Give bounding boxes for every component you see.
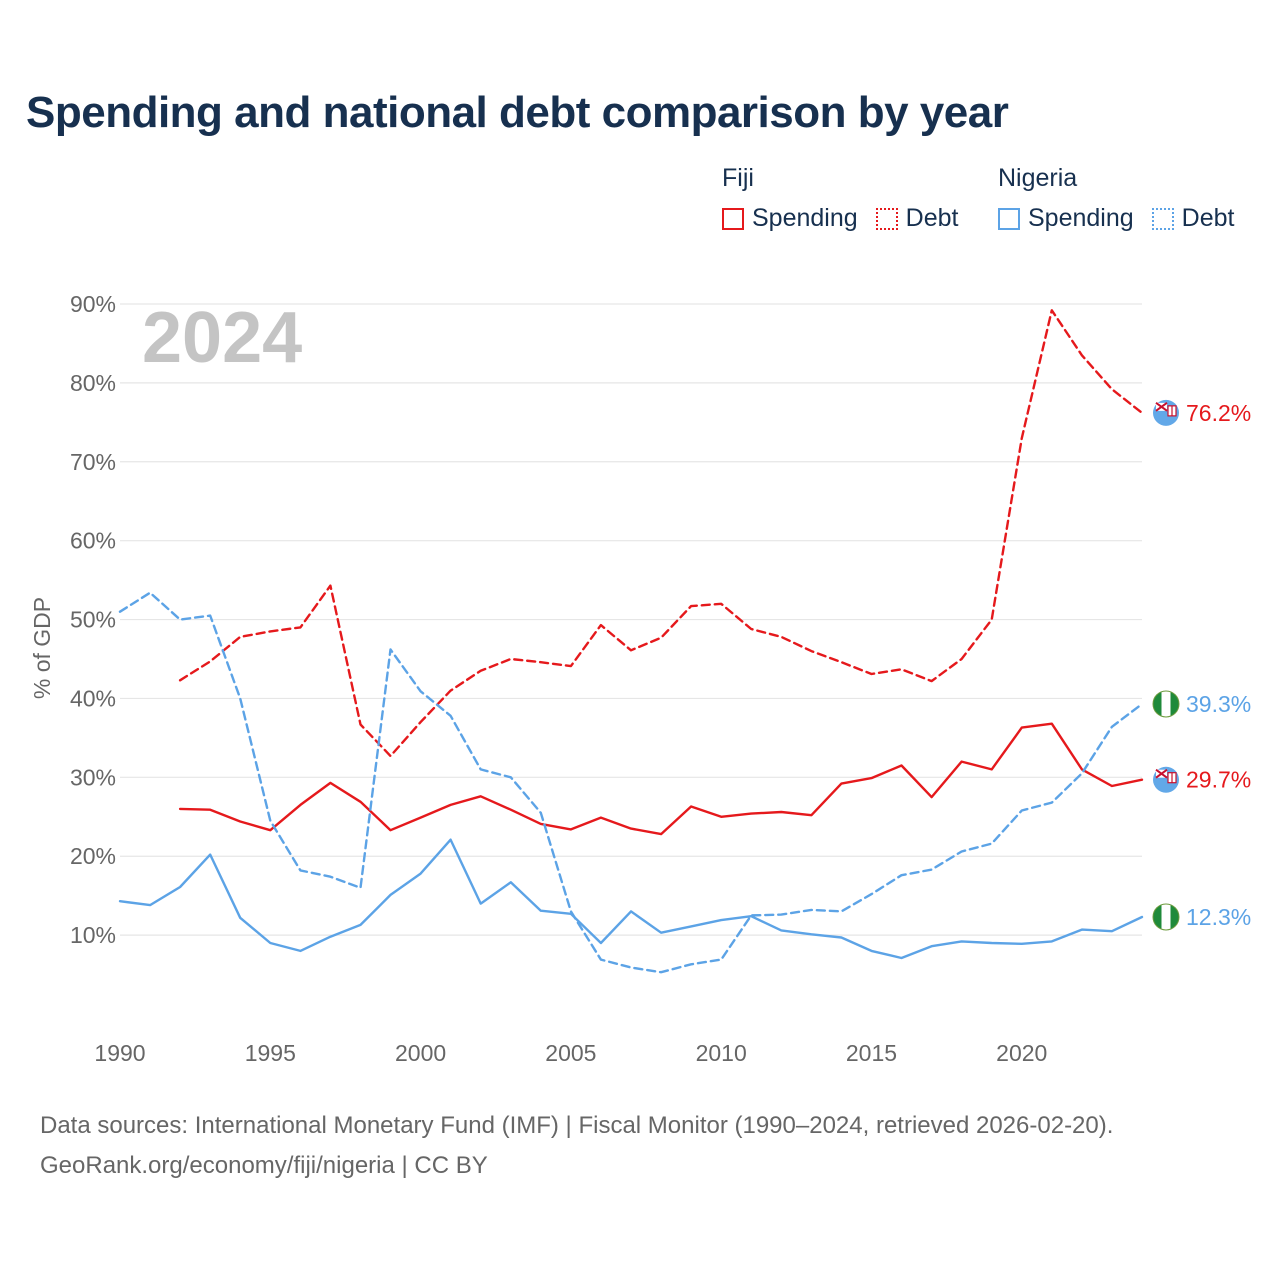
series-line-fiji-spending[interactable] [178, 722, 1144, 836]
legend-group-fiji: Fiji Spending Debt [722, 162, 976, 233]
x-tick-label: 2000 [395, 1040, 446, 1066]
legend-label-nigeria-spending: Spending [1028, 204, 1134, 232]
legend-country-fiji: Fiji [722, 164, 754, 192]
series-layer [118, 309, 1144, 974]
x-tick-label: 2010 [696, 1040, 747, 1066]
end-label-nigeria-spending: 12.3% [1186, 904, 1251, 930]
y-tick-label: 80% [70, 370, 116, 396]
year-watermark: 2024 [142, 298, 302, 378]
flag-nigeria-icon [1152, 690, 1180, 718]
legend-item-fiji-spending[interactable]: Spending [722, 204, 858, 233]
y-tick-label: 30% [70, 764, 116, 790]
legend-item-fiji-debt[interactable]: Debt [875, 204, 959, 233]
flag-fiji-icon [1153, 766, 1179, 793]
y-tick-label: 90% [70, 291, 116, 317]
end-label-fiji-spending: 29.7% [1186, 767, 1251, 793]
series-line-fiji-debt[interactable] [178, 309, 1144, 758]
legend-swatch-solid-icon [722, 207, 744, 230]
legend-item-nigeria-debt[interactable]: Debt [1151, 204, 1235, 233]
flag-fiji-icon [1153, 399, 1179, 426]
y-tick-label: 10% [70, 922, 116, 948]
legend-country-nigeria: Nigeria [998, 164, 1078, 192]
legend-swatch-solid-icon [998, 207, 1020, 230]
grid-layer [120, 303, 1142, 936]
end-label-nigeria-debt: 39.3% [1186, 691, 1251, 717]
legend-group-nigeria: Nigeria Spending Debt [998, 162, 1252, 233]
y-tick-label: 60% [70, 528, 116, 554]
series-line-nigeria-debt[interactable] [118, 591, 1144, 974]
y-tick-label: 50% [70, 607, 116, 633]
footer: Data sources: International Monetary Fun… [40, 1106, 1113, 1186]
legend-item-nigeria-spending[interactable]: Spending [998, 204, 1134, 233]
series-line-nigeria-spending[interactable] [118, 838, 1144, 960]
y-tick-label: 40% [70, 685, 116, 711]
axis-layer: 10% 20% 30% 40% 50% 60% 70% 80% 90% 1990 1995 2000 2… [70, 291, 1047, 1066]
end-label-fiji-debt: 76.2% [1186, 400, 1251, 426]
source-link[interactable]: GeoRank.org/economy/fiji/nigeria | CC BY [40, 1152, 488, 1179]
data-sources-text: Data sources: International Monetary Fun… [40, 1112, 1114, 1139]
y-tick-label: 70% [70, 449, 116, 475]
x-tick-label: 2020 [996, 1040, 1047, 1066]
x-tick-label: 1990 [94, 1040, 145, 1066]
legend-swatch-dotted-icon [1151, 207, 1174, 230]
flag-nigeria-icon [1152, 903, 1180, 931]
legend-label-nigeria-debt: Debt [1181, 204, 1235, 232]
marker-layer: 76.2% 29.7% 39.3% 12.3% [1152, 399, 1251, 931]
x-tick-label: 2015 [846, 1040, 897, 1066]
legend-label-fiji-debt: Debt [905, 204, 959, 232]
x-tick-label: 1995 [245, 1040, 296, 1066]
chart-title: Spending and national debt comparison by… [26, 88, 1009, 137]
y-tick-label: 20% [70, 843, 116, 869]
legend-swatch-dotted-icon [875, 207, 898, 230]
y-axis-label: % of GDP [29, 597, 55, 699]
x-tick-label: 2005 [545, 1040, 596, 1066]
legend-label-fiji-spending: Spending [752, 204, 858, 232]
